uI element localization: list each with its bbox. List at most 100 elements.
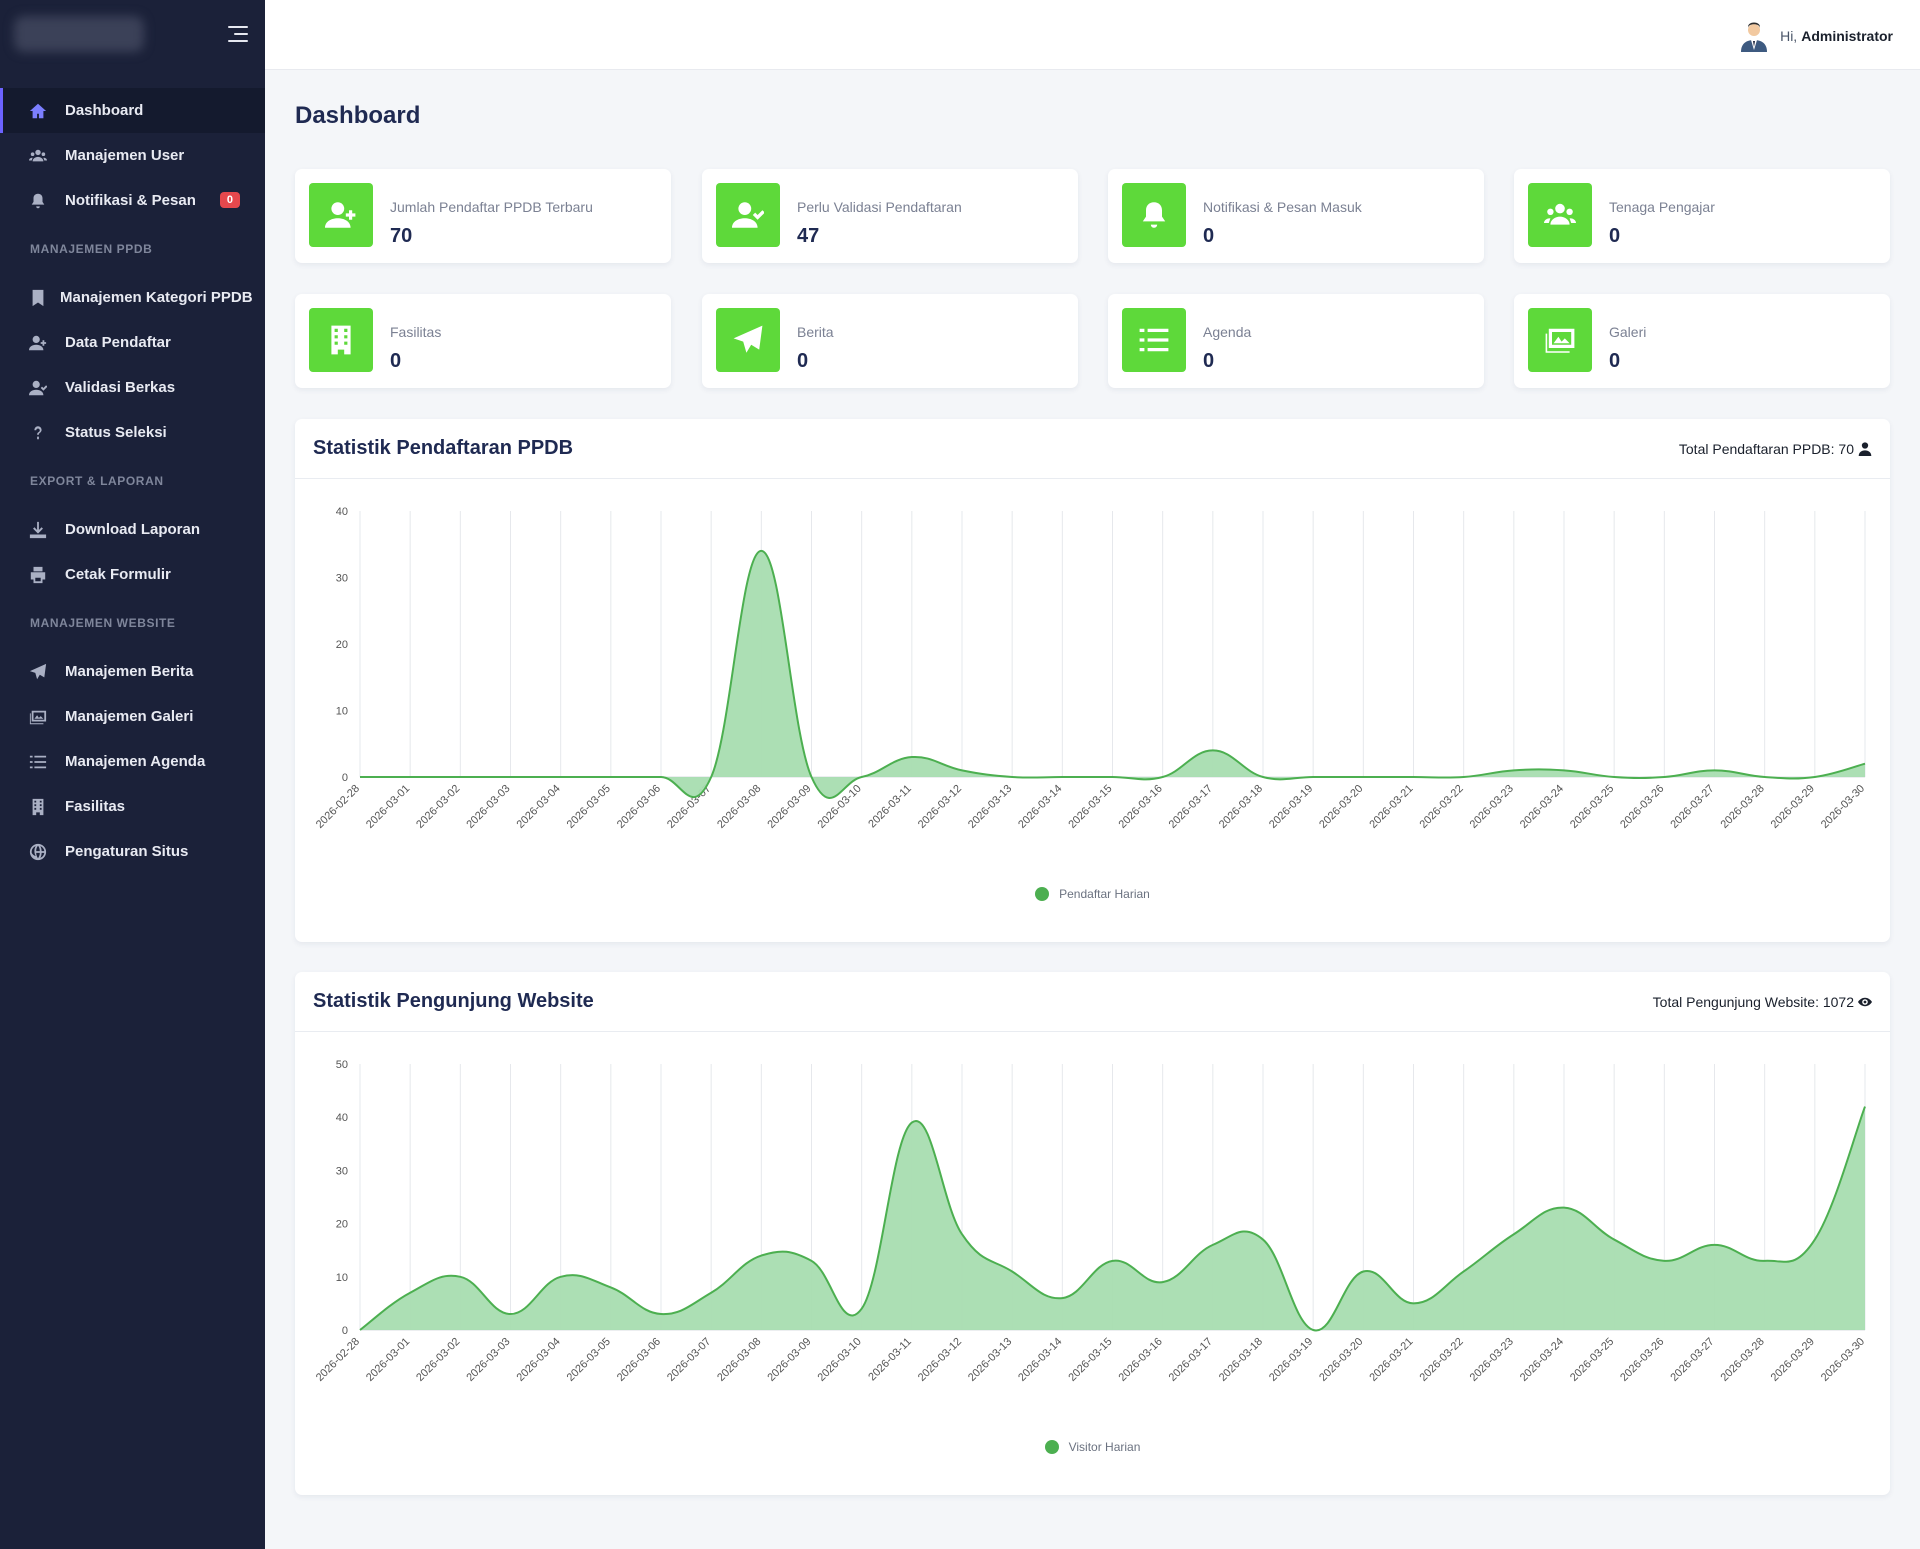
data-point[interactable] (1508, 1228, 1520, 1240)
data-point[interactable] (755, 1250, 767, 1262)
x-tick-label: 2026-03-28 (1719, 783, 1767, 831)
data-point[interactable] (906, 1117, 918, 1129)
card-value: 0 (1203, 225, 1215, 247)
x-tick-label: 2026-03-15 (1066, 1336, 1114, 1384)
data-point[interactable] (555, 771, 567, 783)
data-point[interactable] (806, 771, 818, 783)
sidebar-item-pengaturan-situs[interactable]: Pengaturan Situs (0, 829, 265, 874)
data-point[interactable] (1357, 771, 1369, 783)
data-point[interactable] (1408, 771, 1420, 783)
data-point[interactable] (1859, 758, 1871, 770)
chart-legend[interactable]: Visitor Harian (295, 1440, 1890, 1454)
data-point[interactable] (1157, 771, 1169, 783)
data-point[interactable] (906, 751, 918, 763)
data-point[interactable] (1357, 1265, 1369, 1277)
sidebar-item-status-seleksi[interactable]: Status Seleksi (0, 410, 265, 455)
data-point[interactable] (1608, 771, 1620, 783)
data-point[interactable] (404, 771, 416, 783)
data-point[interactable] (1006, 1265, 1018, 1277)
sidebar-item-manajemen-galeri[interactable]: Manajemen Galeri (0, 694, 265, 739)
data-point[interactable] (856, 1303, 868, 1315)
data-point[interactable] (454, 771, 466, 783)
stat-card-berita[interactable]: Berita 0 (702, 294, 1078, 388)
data-point[interactable] (705, 771, 717, 783)
data-point[interactable] (1056, 1292, 1068, 1304)
data-point[interactable] (1658, 1255, 1670, 1267)
sidebar-item-fasilitas[interactable]: Fasilitas (0, 784, 265, 829)
sidebar-item-cetak-formulir[interactable]: Cetak Formulir (0, 552, 265, 597)
sidebar-item-notifikasi[interactable]: Notifikasi & Pesan 0 (0, 178, 265, 223)
x-tick-label: 2026-03-19 (1267, 1336, 1315, 1384)
sidebar-item-manajemen-berita[interactable]: Manajemen Berita (0, 649, 265, 694)
data-point[interactable] (1658, 771, 1670, 783)
data-point[interactable] (705, 1287, 717, 1299)
sidebar-item-manajemen-agenda[interactable]: Manajemen Agenda (0, 739, 265, 784)
user-menu[interactable]: Hi, Administrator (1738, 20, 1893, 52)
data-point[interactable] (856, 771, 868, 783)
data-point[interactable] (956, 764, 968, 776)
data-point[interactable] (354, 771, 366, 783)
data-point[interactable] (755, 545, 767, 557)
data-point[interactable] (1157, 1276, 1169, 1288)
notification-badge: 0 (219, 192, 240, 208)
data-point[interactable] (1006, 771, 1018, 783)
data-point[interactable] (1458, 1265, 1470, 1277)
x-tick-label: 2026-03-06 (615, 1336, 663, 1384)
data-point[interactable] (1558, 1202, 1570, 1214)
sidebar-item-label: Manajemen Berita (65, 663, 194, 680)
data-point[interactable] (1307, 1324, 1319, 1336)
sidebar-item-validasi-berkas[interactable]: Validasi Berkas (0, 365, 265, 410)
sidebar-item-kategori-ppdb[interactable]: Manajemen Kategori PPDB (0, 275, 265, 320)
stat-card-galeri[interactable]: Galeri 0 (1514, 294, 1890, 388)
data-point[interactable] (1107, 1255, 1119, 1267)
data-point[interactable] (1709, 1239, 1721, 1251)
data-point[interactable] (1508, 764, 1520, 776)
data-point[interactable] (1809, 771, 1821, 783)
x-tick-label: 2026-03-30 (1819, 1336, 1867, 1384)
data-point[interactable] (555, 1271, 567, 1283)
data-point[interactable] (605, 771, 617, 783)
data-point[interactable] (1207, 744, 1219, 756)
data-point[interactable] (1408, 1297, 1420, 1309)
data-point[interactable] (1056, 771, 1068, 783)
sidebar-toggle-icon[interactable] (224, 26, 248, 44)
chart-legend[interactable]: Pendaftar Harian (295, 887, 1890, 901)
sidebar-item-manajemen-user[interactable]: Manajemen User (0, 133, 265, 178)
data-point[interactable] (1759, 1255, 1771, 1267)
data-point[interactable] (1608, 1234, 1620, 1246)
chart-title: Statistik Pengunjung Website (313, 990, 594, 1012)
data-point[interactable] (505, 771, 517, 783)
stat-card-notifikasi[interactable]: Notifikasi & Pesan Masuk 0 (1108, 169, 1484, 263)
data-point[interactable] (354, 1324, 366, 1336)
data-point[interactable] (806, 1255, 818, 1267)
stat-card-tenaga-pengajar[interactable]: Tenaga Pengajar 0 (1514, 169, 1890, 263)
stat-card-fasilitas[interactable]: Fasilitas 0 (295, 294, 671, 388)
data-point[interactable] (505, 1308, 517, 1320)
data-point[interactable] (1458, 771, 1470, 783)
data-point[interactable] (1759, 771, 1771, 783)
data-point[interactable] (454, 1271, 466, 1283)
sidebar-item-download-laporan[interactable]: Download Laporan (0, 507, 265, 552)
sidebar-item-data-pendaftar[interactable]: Data Pendaftar (0, 320, 265, 365)
y-tick-label: 20 (336, 639, 348, 651)
stat-card-agenda[interactable]: Agenda 0 (1108, 294, 1484, 388)
data-point[interactable] (1558, 764, 1570, 776)
data-point[interactable] (1709, 764, 1721, 776)
data-point[interactable] (956, 1228, 968, 1240)
data-point[interactable] (1859, 1101, 1871, 1113)
stat-card-validasi[interactable]: Perlu Validasi Pendaftaran 47 (702, 169, 1078, 263)
data-point[interactable] (1107, 771, 1119, 783)
data-point[interactable] (1257, 771, 1269, 783)
data-point[interactable] (1257, 1234, 1269, 1246)
data-point[interactable] (655, 1308, 667, 1320)
data-point[interactable] (605, 1281, 617, 1293)
stat-card-pendaftar[interactable]: Jumlah Pendaftar PPDB Terbaru 70 (295, 169, 671, 263)
app-logo[interactable] (14, 16, 144, 52)
data-point[interactable] (1207, 1239, 1219, 1251)
data-point[interactable] (1307, 771, 1319, 783)
data-point[interactable] (404, 1287, 416, 1299)
sidebar-item-dashboard[interactable]: Dashboard (0, 88, 265, 133)
card-label: Jumlah Pendaftar PPDB Terbaru (390, 199, 593, 215)
data-point[interactable] (655, 771, 667, 783)
data-point[interactable] (1809, 1234, 1821, 1246)
